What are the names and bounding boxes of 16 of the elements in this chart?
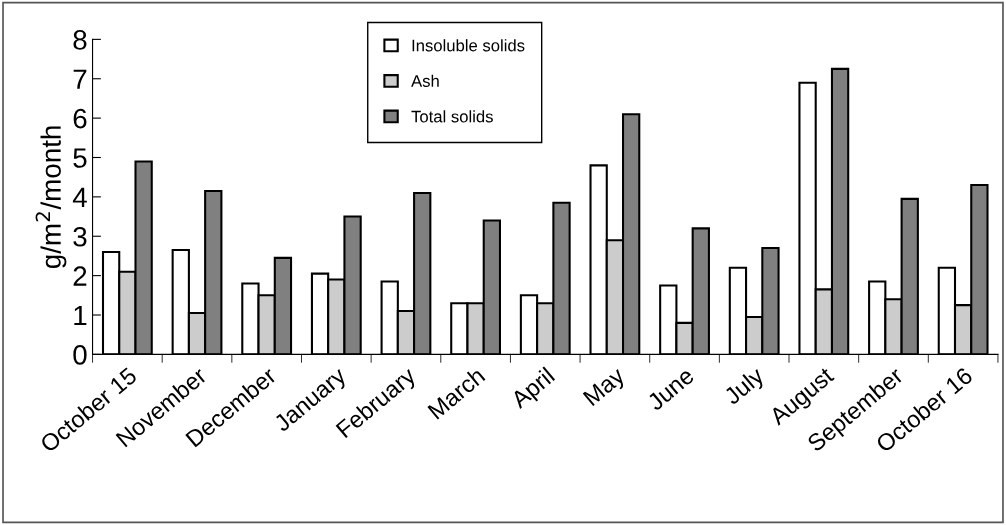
y-tick-label: 1 bbox=[74, 305, 87, 326]
y-tick-label: 3 bbox=[73, 226, 87, 247]
y-tick-label: 8 bbox=[73, 30, 87, 50]
y-tick-label: 0 bbox=[73, 345, 87, 365]
y-tick-label: 2 bbox=[73, 266, 87, 286]
legend-label: Insoluble solids bbox=[412, 39, 525, 52]
legend-label: Ash bbox=[411, 74, 439, 87]
x-tick-label: June bbox=[646, 366, 695, 412]
y-tick-label: 7 bbox=[73, 69, 87, 89]
x-tick-label: July bbox=[722, 365, 769, 410]
y-axis-title: g/m$^{2}$/month bbox=[35, 126, 67, 269]
y-tick-label: 4 bbox=[72, 187, 87, 207]
x-tick-label: May bbox=[582, 366, 630, 410]
y-tick-label: 5 bbox=[73, 148, 87, 168]
y-tick-label: 6 bbox=[73, 108, 87, 129]
legend-label: Total solids bbox=[411, 110, 493, 123]
